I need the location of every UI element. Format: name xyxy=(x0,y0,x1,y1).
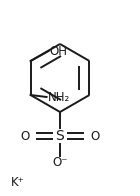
Text: S: S xyxy=(56,129,64,143)
Text: O: O xyxy=(21,130,30,142)
Text: K⁺: K⁺ xyxy=(11,175,25,189)
Text: O: O xyxy=(90,130,99,142)
Text: O⁻: O⁻ xyxy=(52,155,68,169)
Text: OH: OH xyxy=(50,44,68,57)
Text: NH₂: NH₂ xyxy=(48,91,70,103)
